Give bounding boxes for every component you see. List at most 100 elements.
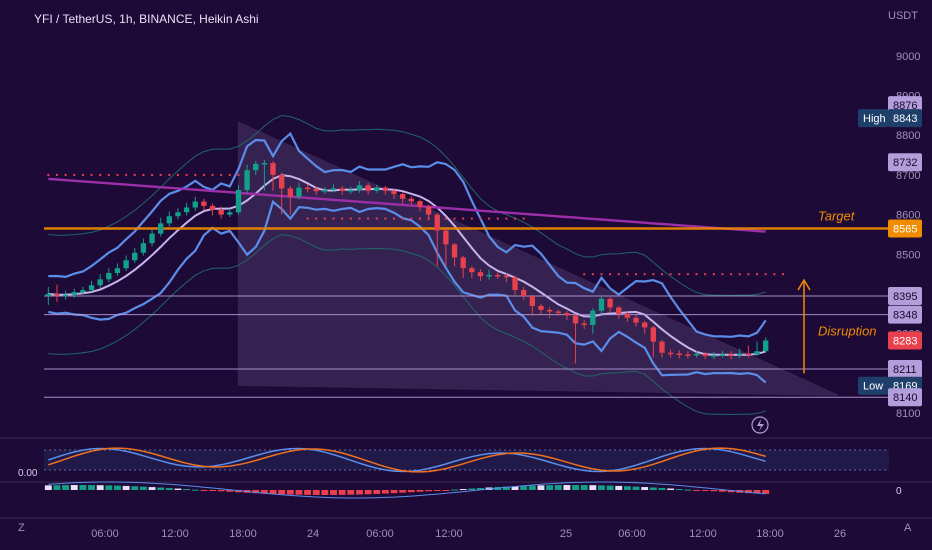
- wedge-pattern: [237, 121, 839, 396]
- histogram-bar: [589, 485, 597, 490]
- resistance-dot: [609, 273, 612, 276]
- resistance-dot: [522, 217, 525, 220]
- resistance-dot: [228, 173, 231, 176]
- histogram-bar: [79, 485, 87, 490]
- price-badge: [888, 109, 922, 128]
- histogram-bar: [701, 490, 709, 491]
- histogram-bar: [44, 485, 52, 490]
- time-tick-label: 18:00: [229, 528, 257, 540]
- histogram-bar: [373, 490, 381, 494]
- lower-band: [48, 199, 767, 384]
- auto-scale-icon[interactable]: A: [904, 522, 912, 534]
- price-badge-value: 8876: [893, 100, 917, 112]
- histogram-bar: [131, 486, 139, 490]
- histogram-bar: [623, 486, 631, 490]
- resistance-dot: [211, 173, 214, 176]
- candle-body: [659, 341, 665, 353]
- resistance-dot: [116, 173, 119, 176]
- candle-body: [719, 354, 726, 356]
- histogram-bar: [321, 490, 329, 495]
- candle-body: [106, 272, 112, 280]
- candle-body: [270, 163, 276, 175]
- resistance-dot: [306, 217, 309, 220]
- histogram-bar: [459, 489, 467, 491]
- disruption-label: Disruption: [818, 323, 877, 338]
- histogram-bar: [347, 490, 355, 495]
- candle-body: [598, 298, 605, 311]
- price-badge: [888, 153, 922, 172]
- candle-body: [201, 201, 207, 206]
- price-badge-value: 8348: [893, 310, 917, 322]
- candle-body: [356, 185, 363, 191]
- candle-body: [581, 323, 587, 325]
- histogram-bar: [88, 485, 95, 490]
- histogram-bar: [468, 488, 476, 490]
- candle-body: [382, 187, 389, 191]
- timezone-toggle-icon[interactable]: Z: [18, 522, 25, 534]
- histogram-bar: [537, 485, 545, 490]
- candle-body: [616, 307, 622, 314]
- resistance-dot: [600, 273, 603, 276]
- resistance-dot: [652, 273, 655, 276]
- candle-body: [348, 190, 354, 192]
- price-badge: [888, 286, 922, 305]
- histogram-bar: [174, 488, 182, 490]
- histogram-bar: [511, 486, 519, 490]
- resistance-dot: [220, 173, 223, 176]
- lightning-icon: [751, 416, 769, 434]
- resistance-dot: [781, 273, 784, 276]
- histogram-bar: [96, 485, 104, 490]
- candle-body: [71, 292, 77, 295]
- price-badge: [888, 360, 922, 379]
- resistance-dot: [185, 173, 188, 176]
- histogram-bar: [442, 490, 450, 491]
- histogram-bar: [554, 485, 562, 490]
- resistance-dot: [617, 273, 620, 276]
- resistance-dot: [64, 173, 67, 176]
- histogram-bar: [114, 485, 121, 490]
- resistance-dot: [583, 273, 586, 276]
- candle-body: [313, 188, 319, 192]
- candles-layer: [45, 159, 769, 364]
- price-badge-tag-label: High: [863, 113, 886, 125]
- histogram-bar: [649, 487, 657, 490]
- price-badge: [888, 331, 922, 350]
- candle-body: [443, 230, 449, 245]
- resistance-dot: [332, 217, 335, 220]
- candle-body: [399, 193, 406, 199]
- resistance-dot: [453, 217, 456, 220]
- histogram-bar: [304, 490, 312, 495]
- levels-layer: [44, 227, 888, 398]
- candle-body: [175, 212, 181, 217]
- resistance-dot: [159, 173, 162, 176]
- time-axis-layer: 06:00 12:00 18:00 24 06:00 12:00 25 06:00 12:00 1…: [91, 528, 846, 540]
- price-axis-layer: 9000890088008700860085008400830082008100…: [858, 51, 922, 420]
- price-badge-tag: [858, 109, 888, 128]
- histogram-bar: [165, 488, 173, 490]
- candle-body: [737, 353, 743, 356]
- histogram-bar: [183, 489, 191, 491]
- resistance-dot: [202, 173, 205, 176]
- resistance-dot: [315, 217, 318, 220]
- price-tick-label: 8500: [896, 249, 920, 261]
- candle-body: [624, 313, 631, 318]
- target-label: Target: [818, 209, 856, 224]
- resistance-dot: [626, 273, 629, 276]
- histogram-bar: [727, 490, 735, 493]
- candle-body: [365, 185, 371, 191]
- price-badge-value: 8140: [893, 392, 917, 404]
- histogram-bar: [528, 485, 536, 490]
- time-tick-label: 12:00: [689, 528, 717, 540]
- resistance-dot: [444, 217, 447, 220]
- histogram-bar: [226, 490, 234, 492]
- candle-body: [114, 268, 121, 273]
- resistance-dot: [669, 273, 672, 276]
- price-tick-label: 8700: [896, 170, 920, 182]
- candle-body: [564, 313, 570, 316]
- lightning-bolt: [757, 419, 764, 431]
- upper-band: [48, 131, 767, 338]
- candle-body: [227, 212, 233, 215]
- candle-body: [253, 163, 259, 171]
- oscillator-d-line: [48, 447, 766, 473]
